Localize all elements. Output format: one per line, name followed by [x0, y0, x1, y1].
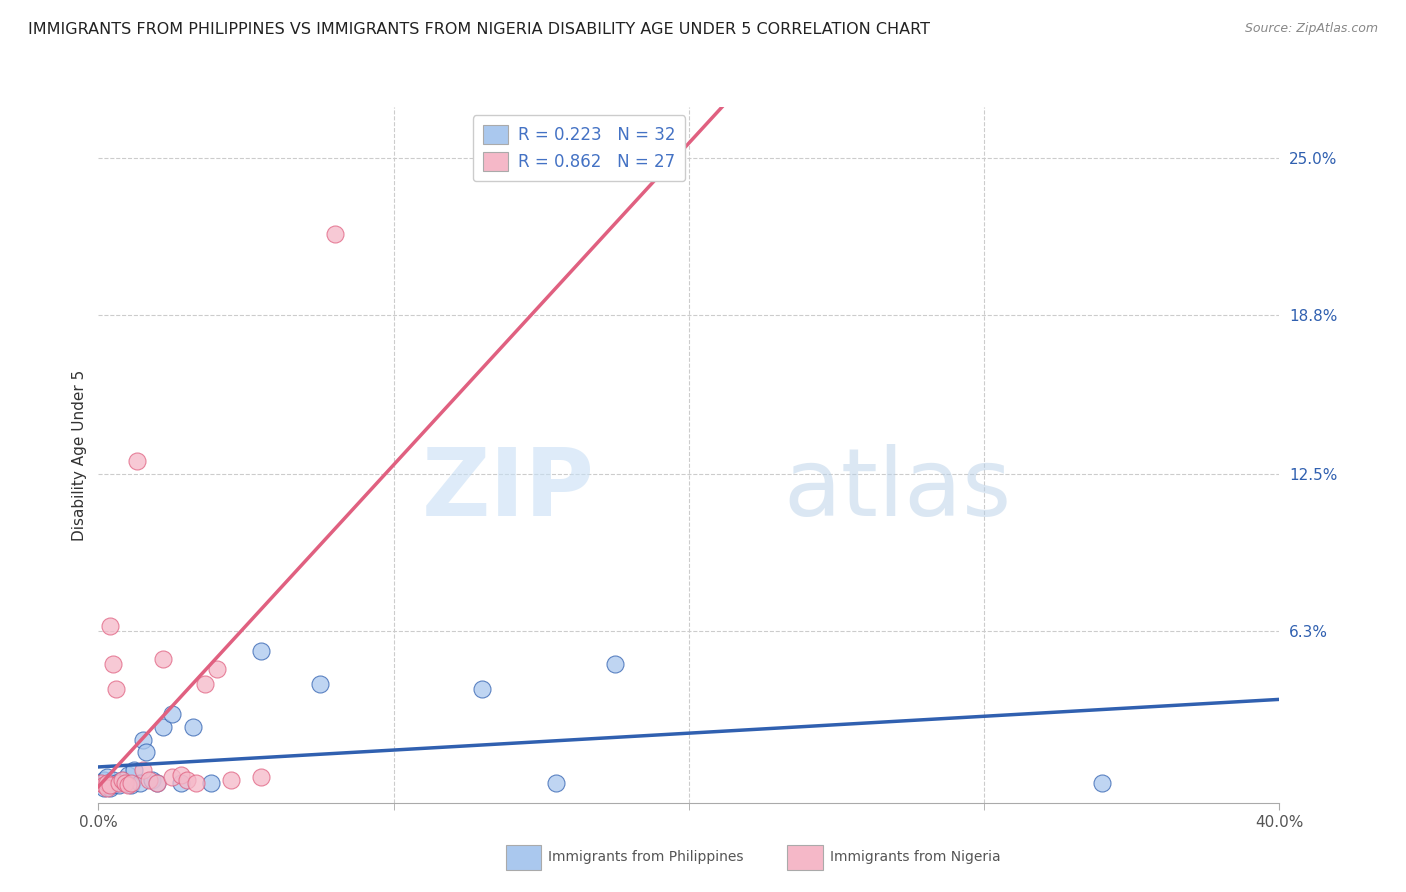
- Point: [544, 775, 567, 789]
- Point: [170, 775, 193, 789]
- Point: [152, 651, 174, 665]
- Point: [114, 775, 136, 789]
- Point: [219, 772, 242, 787]
- Point: [120, 778, 142, 792]
- Point: [103, 657, 125, 671]
- Point: [132, 732, 155, 747]
- Y-axis label: Disability Age Under 5: Disability Age Under 5: [72, 369, 87, 541]
- Point: [108, 778, 131, 792]
- Point: [117, 768, 139, 782]
- Point: [96, 780, 118, 795]
- Point: [205, 662, 228, 676]
- Point: [135, 745, 157, 759]
- Point: [125, 454, 148, 468]
- Legend: R = 0.223   N = 32, R = 0.862   N = 27: R = 0.223 N = 32, R = 0.862 N = 27: [472, 115, 685, 181]
- Point: [128, 775, 150, 789]
- Text: Immigrants from Nigeria: Immigrants from Nigeria: [830, 850, 1000, 864]
- Point: [98, 775, 121, 789]
- Point: [138, 772, 160, 787]
- Point: [132, 763, 155, 777]
- Point: [96, 775, 118, 789]
- Text: atlas: atlas: [783, 443, 1012, 536]
- Point: [152, 720, 174, 734]
- Point: [93, 772, 115, 787]
- Point: [93, 778, 115, 792]
- Point: [114, 775, 136, 789]
- Text: IMMIGRANTS FROM PHILIPPINES VS IMMIGRANTS FROM NIGERIA DISABILITY AGE UNDER 5 CO: IMMIGRANTS FROM PHILIPPINES VS IMMIGRANT…: [28, 22, 931, 37]
- Point: [200, 775, 222, 789]
- Point: [98, 778, 121, 792]
- Point: [1091, 775, 1114, 789]
- Point: [146, 775, 169, 789]
- Point: [309, 677, 332, 691]
- Point: [90, 775, 112, 789]
- Point: [90, 775, 112, 789]
- Point: [176, 772, 198, 787]
- Text: ZIP: ZIP: [422, 443, 595, 536]
- Point: [111, 772, 134, 787]
- Point: [250, 771, 273, 785]
- Point: [184, 775, 207, 789]
- Point: [170, 768, 193, 782]
- Point: [105, 681, 128, 696]
- Point: [105, 775, 128, 789]
- Point: [96, 771, 118, 785]
- Point: [323, 227, 346, 241]
- Point: [98, 780, 121, 795]
- Point: [117, 778, 139, 792]
- Point: [98, 618, 121, 632]
- Text: Immigrants from Philippines: Immigrants from Philippines: [548, 850, 744, 864]
- Point: [96, 778, 118, 792]
- Point: [471, 681, 494, 696]
- Point: [108, 775, 131, 789]
- Point: [146, 775, 169, 789]
- Point: [181, 720, 204, 734]
- Point: [250, 644, 273, 658]
- Point: [120, 775, 142, 789]
- Point: [103, 778, 125, 792]
- Point: [162, 707, 183, 722]
- Point: [111, 772, 134, 787]
- Point: [162, 771, 183, 785]
- Point: [194, 677, 217, 691]
- Point: [103, 772, 125, 787]
- Point: [122, 763, 145, 777]
- Point: [93, 780, 115, 795]
- Text: Source: ZipAtlas.com: Source: ZipAtlas.com: [1244, 22, 1378, 36]
- Point: [605, 657, 627, 671]
- Point: [141, 772, 163, 787]
